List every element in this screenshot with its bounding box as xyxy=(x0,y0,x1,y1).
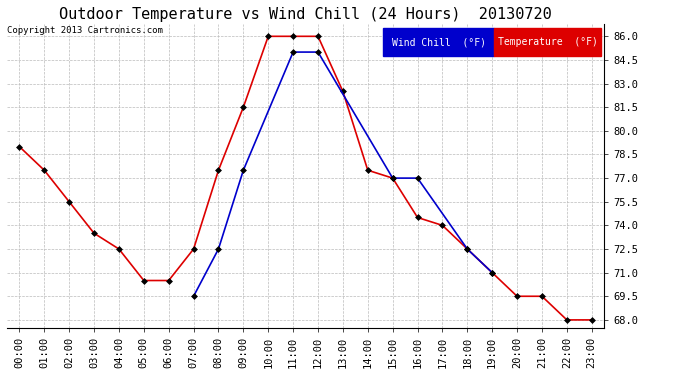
Text: Temperature  (°F): Temperature (°F) xyxy=(497,37,598,47)
Title: Outdoor Temperature vs Wind Chill (24 Hours)  20130720: Outdoor Temperature vs Wind Chill (24 Ho… xyxy=(59,7,552,22)
Text: Wind Chill  (°F): Wind Chill (°F) xyxy=(392,37,486,47)
Text: Copyright 2013 Cartronics.com: Copyright 2013 Cartronics.com xyxy=(7,26,163,35)
